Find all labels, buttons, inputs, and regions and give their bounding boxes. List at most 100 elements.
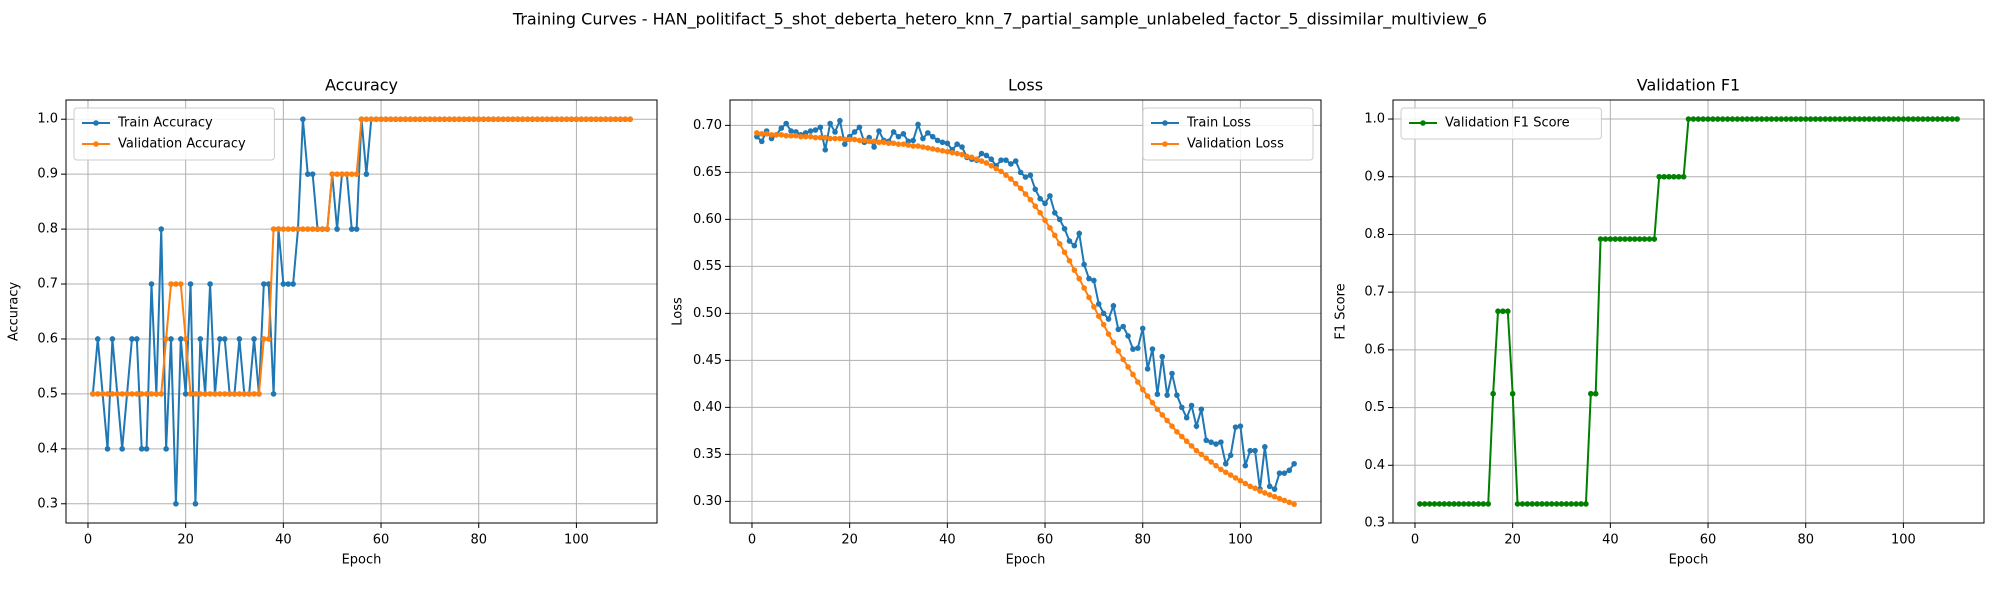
point bbox=[1802, 116, 1809, 122]
legend-label: Train Accuracy bbox=[117, 116, 213, 131]
point bbox=[1827, 116, 1833, 122]
point bbox=[187, 281, 194, 287]
point bbox=[1056, 241, 1063, 247]
y-tick-label: 0.4 bbox=[37, 441, 58, 456]
point bbox=[1066, 238, 1073, 244]
point bbox=[1022, 191, 1029, 197]
point bbox=[568, 116, 575, 123]
point bbox=[1188, 443, 1195, 449]
point bbox=[1876, 116, 1882, 122]
legend-box bbox=[1400, 107, 1602, 140]
point bbox=[1495, 308, 1501, 315]
point bbox=[236, 336, 243, 342]
y-axis-label: Accuracy bbox=[7, 282, 22, 342]
point bbox=[431, 116, 438, 123]
point bbox=[1798, 116, 1804, 122]
point bbox=[236, 391, 243, 397]
point bbox=[544, 116, 550, 123]
point bbox=[983, 152, 990, 159]
point bbox=[314, 226, 321, 232]
point bbox=[353, 226, 360, 232]
point bbox=[158, 226, 165, 232]
point bbox=[627, 116, 633, 123]
point bbox=[134, 336, 140, 342]
point bbox=[915, 143, 921, 149]
point bbox=[1047, 193, 1053, 199]
point bbox=[1003, 172, 1009, 178]
point bbox=[1685, 116, 1692, 122]
point bbox=[1417, 501, 1423, 507]
point bbox=[1266, 483, 1273, 490]
y-axis-label: F1 Score bbox=[1334, 283, 1349, 339]
point bbox=[1076, 230, 1083, 237]
point bbox=[846, 136, 853, 143]
point bbox=[1076, 275, 1083, 282]
point bbox=[1071, 267, 1078, 273]
point bbox=[134, 391, 140, 397]
point bbox=[109, 391, 116, 397]
point bbox=[177, 336, 184, 342]
point bbox=[1262, 444, 1268, 450]
point bbox=[534, 116, 541, 123]
point bbox=[1431, 501, 1438, 507]
y-tick-label: 0.6 bbox=[1364, 342, 1385, 357]
point bbox=[1281, 470, 1288, 476]
point bbox=[207, 281, 213, 287]
point bbox=[934, 147, 941, 153]
point bbox=[221, 336, 228, 342]
point bbox=[1607, 236, 1614, 242]
point bbox=[1032, 203, 1039, 210]
point bbox=[1627, 236, 1633, 242]
point bbox=[1793, 116, 1799, 122]
point bbox=[1169, 370, 1175, 377]
point bbox=[1091, 277, 1097, 284]
point bbox=[793, 132, 799, 139]
point bbox=[1636, 236, 1643, 242]
point bbox=[851, 136, 858, 143]
point bbox=[1524, 501, 1531, 507]
point bbox=[392, 116, 399, 123]
point bbox=[988, 163, 995, 169]
y-tick-label: 0.4 bbox=[1364, 458, 1385, 473]
point bbox=[451, 116, 458, 123]
y-tick-label: 0.50 bbox=[693, 306, 722, 321]
point bbox=[114, 391, 121, 397]
point bbox=[1135, 345, 1141, 351]
point bbox=[1027, 196, 1034, 203]
point bbox=[519, 116, 526, 123]
point bbox=[300, 226, 306, 232]
legend-marker bbox=[1420, 120, 1426, 126]
point bbox=[129, 336, 135, 342]
point bbox=[1915, 116, 1921, 122]
point bbox=[1178, 433, 1185, 440]
point bbox=[1203, 455, 1210, 461]
point bbox=[832, 129, 838, 135]
point bbox=[1451, 501, 1457, 507]
point bbox=[1588, 390, 1594, 397]
point bbox=[817, 134, 824, 141]
point bbox=[871, 144, 877, 150]
point bbox=[1514, 501, 1521, 507]
point bbox=[959, 151, 965, 158]
y-tick-label: 0.3 bbox=[37, 496, 58, 511]
point bbox=[1846, 116, 1853, 122]
point bbox=[998, 168, 1004, 175]
point bbox=[1271, 486, 1278, 492]
point bbox=[841, 141, 848, 147]
point bbox=[617, 116, 624, 123]
point bbox=[1783, 116, 1789, 122]
point bbox=[221, 391, 228, 397]
point bbox=[1291, 501, 1297, 508]
point bbox=[588, 116, 594, 123]
point bbox=[1193, 423, 1200, 429]
point bbox=[261, 281, 267, 287]
point bbox=[1749, 116, 1755, 122]
point bbox=[1929, 116, 1936, 122]
x-tick-label: 20 bbox=[841, 533, 858, 548]
point bbox=[1252, 447, 1258, 454]
point bbox=[256, 391, 262, 397]
point bbox=[885, 140, 892, 147]
x-tick-label: 100 bbox=[564, 533, 589, 548]
point bbox=[944, 140, 951, 147]
point bbox=[348, 171, 355, 177]
